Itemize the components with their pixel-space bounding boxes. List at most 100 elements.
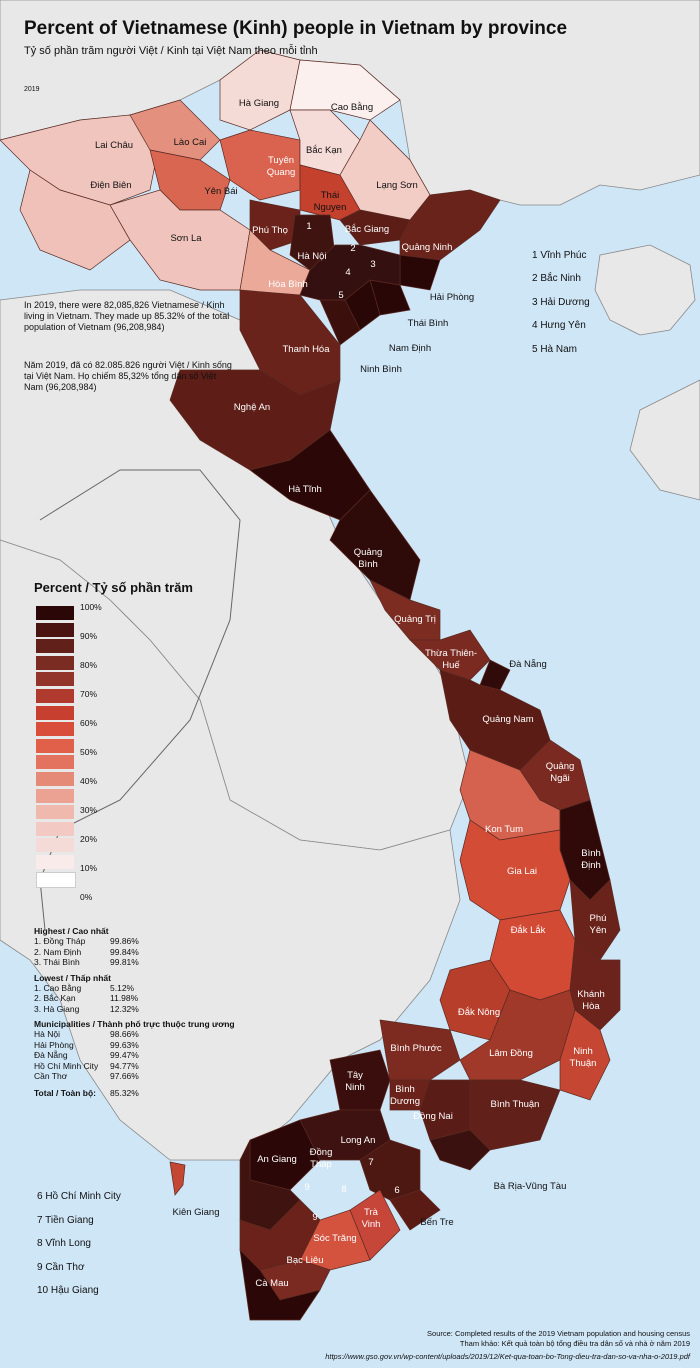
legend-swatch bbox=[36, 871, 76, 888]
ranking-row: 2. Nam Định 99.84% bbox=[34, 946, 139, 957]
source-line-1: Source: Completed results of the 2019 Vi… bbox=[427, 1329, 690, 1338]
legend-swatch bbox=[36, 689, 74, 703]
province-label: Đắk Lắk bbox=[510, 925, 546, 936]
legend-tick: 90% bbox=[80, 631, 98, 641]
province-number-label: 4 bbox=[345, 267, 351, 278]
philippines-landmass bbox=[629, 379, 700, 501]
legend-swatch bbox=[36, 738, 74, 753]
province-label: Bắc Giang bbox=[344, 224, 390, 235]
province-label: Đồng Nai bbox=[413, 1111, 453, 1122]
legend-tick: 50% bbox=[80, 747, 98, 757]
province-number-label: 9 bbox=[304, 1182, 310, 1193]
province-label: Bắc Kạn bbox=[306, 145, 342, 156]
map-year: 2019 bbox=[24, 86, 40, 93]
key-item: 2 Bắc Ninh bbox=[532, 273, 581, 284]
legend-tick: 30% bbox=[80, 805, 98, 815]
legend-swatch bbox=[36, 655, 74, 670]
province-label: Bến Tre bbox=[420, 1217, 454, 1228]
legend-tick: 80% bbox=[80, 660, 98, 670]
province-number-label: 6 bbox=[394, 1185, 400, 1196]
province-label: Cao Bằng bbox=[330, 102, 374, 113]
legend-tick: 0% bbox=[80, 892, 93, 902]
province-label: Sơn La bbox=[170, 233, 202, 244]
ranking-row: 1. Cao Bằng 5.12% bbox=[34, 982, 135, 993]
province-label: Thanh Hóa bbox=[282, 344, 330, 355]
province-label: Bình Phước bbox=[390, 1043, 442, 1054]
province-label: Tây Ninh bbox=[345, 1070, 365, 1093]
legend-swatch bbox=[36, 788, 74, 803]
province-label: Lâm Đồng bbox=[489, 1048, 533, 1059]
ranking-header: Municipalities / Thành phố trực thuộc tr… bbox=[34, 1019, 235, 1029]
province-label: Quảng Ngãi bbox=[545, 761, 575, 784]
province-number-label: 8 bbox=[341, 1184, 347, 1195]
province-label: Thừa Thiên- Huế bbox=[424, 648, 478, 671]
ranking-row: Cần Thơ 97.66% bbox=[34, 1071, 139, 1081]
province-label: Điện Biên bbox=[90, 180, 132, 191]
hainan-island bbox=[594, 244, 696, 336]
province-label: Phú Yên bbox=[589, 913, 607, 936]
key-item: 6 Hồ Chí Minh City bbox=[37, 1191, 121, 1202]
key-item: 4 Hưng Yên bbox=[532, 320, 586, 331]
ranking-row: 1. Đồng Tháp 99.86% bbox=[34, 936, 139, 946]
province-label: Hải Phòng bbox=[429, 292, 475, 303]
legend-swatch bbox=[36, 622, 74, 637]
ranking-row: 3. Thái Bình 99.81% bbox=[34, 957, 139, 967]
legend-tick: 70% bbox=[80, 689, 98, 699]
legend-swatch bbox=[36, 821, 74, 836]
province-label: Nam Định bbox=[388, 343, 432, 354]
province-label: Bà Rịa-Vũng Tàu bbox=[493, 1181, 567, 1192]
province-label: Bình Định bbox=[581, 848, 601, 871]
province-label: Hà Nội bbox=[297, 251, 327, 262]
province-label: Đắk Nông bbox=[457, 1007, 501, 1018]
ranking-header: Highest / Cao nhất bbox=[34, 926, 109, 936]
province-label: Tuyên Quang bbox=[266, 155, 296, 178]
ranking-row: 3. Hà Giang 12.32% bbox=[34, 1003, 139, 1014]
legend-swatch bbox=[36, 639, 74, 654]
key-item: 8 Vĩnh Long bbox=[37, 1238, 91, 1249]
legend-swatch bbox=[36, 755, 74, 770]
province-number-label: 9 bbox=[312, 1212, 318, 1223]
ranking-row: Hồ Chí Minh City 94.77% bbox=[34, 1060, 139, 1071]
province-label: Lào Cai bbox=[173, 137, 207, 148]
ranking-total: Total / Toàn bộ: 85.32% bbox=[34, 1087, 139, 1098]
legend-swatch bbox=[36, 772, 74, 786]
province-label: Khánh Hòa bbox=[577, 989, 605, 1012]
province-number-label: 7 bbox=[368, 1157, 374, 1168]
province-label: Hòa Bình bbox=[268, 279, 308, 290]
province-label: Gia Lai bbox=[506, 866, 538, 877]
legend-swatch bbox=[36, 805, 74, 820]
ranking-row: Hải Phòng 99.63% bbox=[34, 1039, 139, 1050]
province-label: Long An bbox=[340, 1135, 376, 1146]
province-label: Nghệ An bbox=[233, 402, 271, 413]
legend-tick: 100% bbox=[80, 602, 102, 612]
thailand-cambodia-landmass bbox=[0, 539, 461, 1161]
legend-tick: 60% bbox=[80, 718, 98, 728]
province-number-label: 3 bbox=[370, 259, 376, 270]
key-item: 5 Hà Nam bbox=[532, 344, 578, 355]
description-vietnamese: Năm 2019, đã có 82.085.826 người Việt / … bbox=[24, 360, 232, 392]
province-label: Yên Bái bbox=[204, 186, 238, 197]
map-subtitle: Tỷ số phần trăm người Việt / Kinh tại Vi… bbox=[24, 45, 318, 57]
province-label: Ninh Thuận bbox=[569, 1046, 597, 1069]
legend-tick: 20% bbox=[80, 834, 98, 844]
ranking-row: Hà Nội 98.66% bbox=[34, 1029, 139, 1039]
ranking-header: Lowest / Thấp nhất bbox=[34, 972, 111, 983]
key-item: 10 Hậu Giang bbox=[37, 1285, 99, 1296]
province-label: Lạng Sơn bbox=[376, 180, 418, 191]
legend-swatch bbox=[36, 855, 74, 869]
ranking-row: Đà Nẵng 99.47% bbox=[34, 1050, 139, 1060]
province-label: Cà Mau bbox=[255, 1278, 289, 1289]
province-label: Ninh Bình bbox=[360, 364, 402, 375]
province-label: Quảng Nam bbox=[482, 714, 534, 725]
province-label: Thái Nguyen bbox=[313, 190, 347, 213]
legend-tick: 10% bbox=[80, 863, 98, 873]
province-label: Bạc Liêu bbox=[286, 1255, 324, 1266]
legend-swatch bbox=[36, 838, 74, 853]
source-line-3: https://www.gso.gov.vn/wp-content/upload… bbox=[325, 1352, 690, 1361]
ranking-row: 2. Bắc Kạn 11.98% bbox=[34, 993, 139, 1003]
legend-swatch bbox=[36, 672, 74, 687]
province-label: Quảng Bình bbox=[353, 547, 383, 570]
description-english: In 2019, there were 82,085,826 Vietnames… bbox=[24, 300, 230, 332]
source-line-2: Tham khảo: Kết quả toàn bộ tổng điều tra… bbox=[459, 1339, 690, 1348]
